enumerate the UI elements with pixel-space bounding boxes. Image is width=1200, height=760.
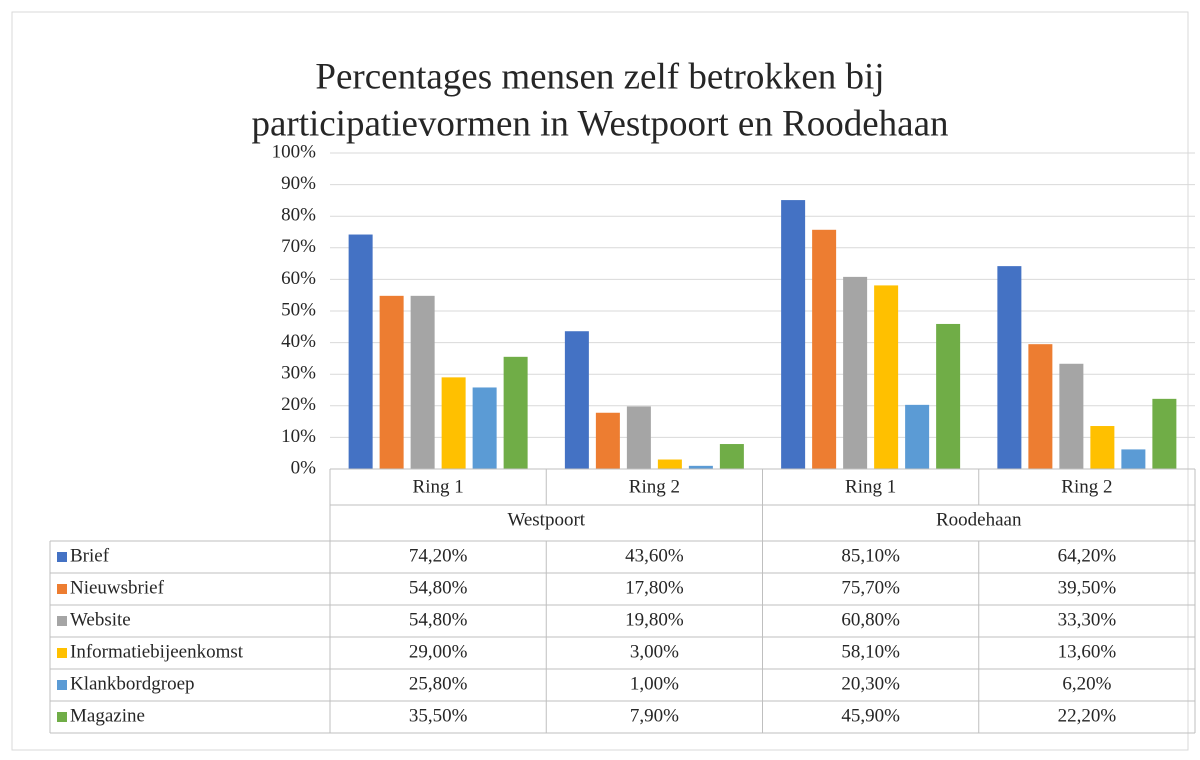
legend-key [57, 648, 67, 658]
bar [379, 295, 404, 469]
chart-title-line: participatievormen in Westpoort en Roode… [251, 103, 948, 144]
y-tick-label: 60% [281, 268, 316, 289]
table-value: 1,00% [630, 673, 679, 694]
bar [441, 377, 466, 469]
legend-label: Informatiebijeenkomst [70, 641, 244, 662]
table-value: 13,60% [1058, 641, 1117, 662]
bar [905, 404, 930, 469]
table-value: 75,70% [841, 577, 900, 598]
x-tick-label: Ring 2 [1061, 476, 1112, 497]
table-value: 85,10% [841, 545, 900, 566]
legend-key [57, 616, 67, 626]
bar [1028, 344, 1053, 469]
table-value: 45,90% [841, 705, 900, 726]
table-value: 58,10% [841, 641, 900, 662]
bar [657, 459, 682, 469]
bar [564, 331, 589, 469]
bar [843, 276, 868, 469]
bar [997, 266, 1022, 469]
bar [348, 234, 373, 469]
table-value: 39,50% [1058, 577, 1117, 598]
y-tick-label: 50% [281, 299, 316, 320]
y-tick-label: 100% [272, 141, 317, 162]
legend-label: Brief [70, 545, 110, 566]
table-value: 25,80% [409, 673, 468, 694]
bar [781, 200, 806, 470]
bar [1152, 398, 1177, 469]
legend-label: Klankbordgroep [70, 673, 195, 694]
y-tick-label: 70% [281, 236, 316, 257]
bar [410, 295, 435, 469]
bar [503, 356, 528, 469]
y-tick-label: 80% [281, 205, 316, 226]
table-value: 20,30% [841, 673, 900, 694]
x-tick-label: Ring 2 [629, 476, 680, 497]
bar [1090, 426, 1115, 469]
group-label: Westpoort [507, 509, 585, 530]
legend-key [57, 712, 67, 722]
legend-label: Website [70, 609, 131, 630]
bar [595, 412, 620, 469]
table-value: 33,30% [1058, 609, 1117, 630]
y-tick-label: 10% [281, 426, 316, 447]
legend-label: Magazine [70, 705, 145, 726]
chart-title-line: Percentages mensen zelf betrokken bij [315, 56, 884, 97]
y-tick-label: 90% [281, 173, 316, 194]
legend-label: Nieuwsbrief [70, 577, 165, 598]
table-value: 22,20% [1058, 705, 1117, 726]
y-tick-label: 30% [281, 363, 316, 384]
table-value: 43,60% [625, 545, 684, 566]
bar [1059, 363, 1084, 469]
bar [719, 444, 744, 469]
bar [812, 229, 837, 469]
bar [936, 323, 961, 469]
table-value: 29,00% [409, 641, 468, 662]
table-value: 64,20% [1058, 545, 1117, 566]
legend-key [57, 680, 67, 690]
table-value: 6,20% [1062, 673, 1111, 694]
y-tick-label: 20% [281, 394, 316, 415]
bar [688, 465, 713, 469]
group-label: Roodehaan [936, 509, 1022, 530]
table-value: 35,50% [409, 705, 468, 726]
bar [626, 406, 651, 469]
table-value: 3,00% [630, 641, 679, 662]
bar [472, 387, 497, 469]
x-tick-label: Ring 1 [845, 476, 896, 497]
table-value: 54,80% [409, 577, 468, 598]
table-value: 19,80% [625, 609, 684, 630]
legend-key [57, 552, 67, 562]
bar [1121, 449, 1146, 469]
legend-key [57, 584, 67, 594]
bar [874, 285, 899, 469]
table-value: 60,80% [841, 609, 900, 630]
x-tick-label: Ring 1 [413, 476, 464, 497]
chart-border [11, 11, 1189, 751]
table-value: 17,80% [625, 577, 684, 598]
table-value: 54,80% [409, 609, 468, 630]
table-value: 74,20% [409, 545, 468, 566]
table-value: 7,90% [630, 705, 679, 726]
y-tick-label: 40% [281, 331, 316, 352]
y-tick-label: 0% [291, 457, 317, 478]
